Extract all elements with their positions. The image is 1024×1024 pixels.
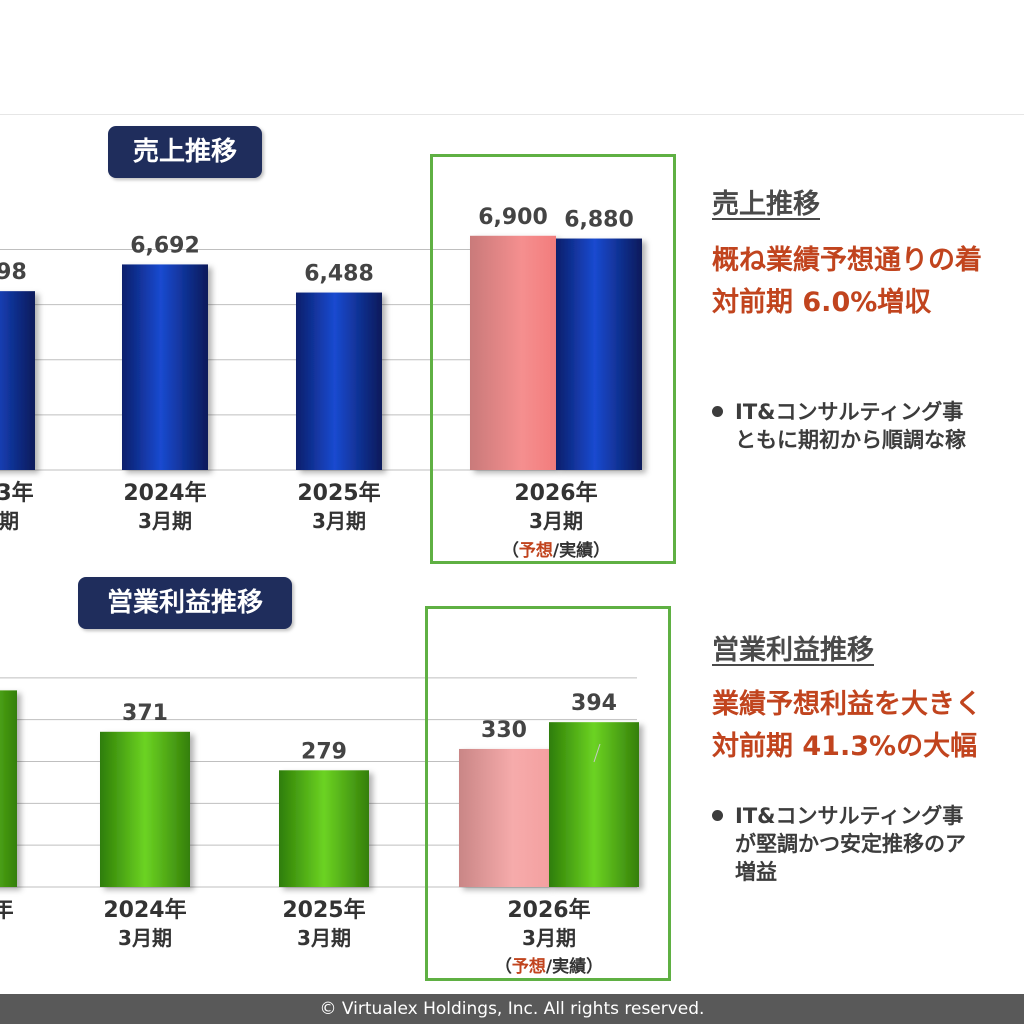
- bar-actual-0: [0, 291, 35, 470]
- profit-bullets: IT&コンサルティング事 が堅調かつ安定推移のア 増益: [712, 802, 966, 886]
- sales-title-badge: 売上推移: [108, 126, 262, 178]
- category-label: 2024年: [103, 897, 186, 923]
- profit-bullet-line-3: 増益: [735, 860, 777, 884]
- bar-actual-1: [100, 731, 190, 887]
- bar-actual-2: [279, 770, 369, 887]
- data-label: 6,692: [130, 233, 200, 258]
- copyright-footer: © Virtualex Holdings, Inc. All rights re…: [0, 994, 1024, 1024]
- data-label: 279: [301, 739, 347, 764]
- category-sublabel: 3月期: [0, 509, 19, 533]
- data-label: 394: [571, 691, 617, 716]
- sales-highlight-box: [430, 154, 676, 564]
- profit-bullet-line-2: が堅調かつ安定推移のア: [735, 832, 966, 856]
- chart-1: 371 279 330 394 2023年 3月期 2024年 3月期 2025年 3月期 2026…: [0, 677, 639, 977]
- data-label: 6,498: [0, 260, 27, 285]
- category-label: 2026年: [514, 480, 597, 506]
- category-label: 2023年: [0, 897, 14, 923]
- forecast-actual-note: （予想/実績）: [502, 540, 610, 561]
- bullet-icon: [712, 405, 723, 417]
- data-label: 330: [481, 718, 527, 743]
- bar-forecast-3: [470, 235, 556, 470]
- profit-bullet-line-1: IT&コンサルティング事: [735, 804, 964, 828]
- chart-0: 6,498 6,692 6,488 6,900 6,880 2023年 3月期 2024年 3月…: [0, 205, 642, 561]
- profit-lead-line-2: 対前期 41.3%の大幅: [712, 731, 978, 762]
- sales-bullet-line-1: IT&コンサルティング事: [735, 400, 964, 424]
- category-sublabel: 3月期: [138, 509, 192, 533]
- data-label: 6,900: [478, 205, 548, 230]
- profit-title-badge: 営業利益推移: [78, 577, 292, 629]
- profit-summary: 営業利益推移: [712, 628, 874, 667]
- category-sublabel: 3月期: [312, 509, 366, 533]
- category-sublabel: 3月期: [529, 509, 583, 533]
- bar-actual-0: [0, 690, 17, 887]
- data-label: 6,488: [304, 262, 374, 287]
- category-label: 2024年: [123, 480, 206, 506]
- bar-actual-1: [122, 264, 208, 470]
- label-leader-line: [593, 743, 601, 763]
- header-divider: [0, 114, 1024, 115]
- bar-actual-3: [556, 238, 642, 470]
- profit-lead-line-1: 業績予想利益を大きく: [712, 689, 982, 720]
- profit-summary-heading: 営業利益推移: [712, 635, 874, 666]
- category-label: 2023年: [0, 480, 34, 506]
- bar-actual-3: [549, 722, 639, 887]
- bar-actual-2: [296, 292, 382, 470]
- category-label: 2025年: [297, 480, 380, 506]
- category-label: 2026年: [507, 897, 590, 923]
- bar-forecast-3: [459, 748, 549, 887]
- data-label: 371: [122, 701, 168, 726]
- category-sublabel: 3月期: [522, 926, 576, 950]
- profit-highlight-box: [425, 606, 671, 981]
- sales-bullets: IT&コンサルティング事 ともに期初から順調な稼: [712, 398, 966, 454]
- sales-lead-line-2: 対前期 6.0%増収: [712, 287, 932, 318]
- sales-lead-line-1: 概ね業績予想通りの着: [712, 245, 982, 276]
- category-sublabel: 3月期: [118, 926, 172, 950]
- sales-bullet-line-2: ともに期初から順調な稼: [735, 428, 966, 452]
- bullet-icon: [712, 809, 723, 821]
- forecast-actual-note: （予想/実績）: [495, 956, 603, 977]
- category-label: 2025年: [282, 897, 365, 923]
- category-sublabel: 3月期: [297, 926, 351, 950]
- profit-lead: 業績予想利益を大きく 対前期 41.3%の大幅: [712, 684, 982, 768]
- sales-summary-heading: 売上推移: [712, 189, 820, 220]
- sales-summary: 売上推移: [712, 182, 820, 221]
- data-label: 6,880: [564, 208, 634, 233]
- sales-lead: 概ね業績予想通りの着 対前期 6.0%増収: [712, 240, 982, 324]
